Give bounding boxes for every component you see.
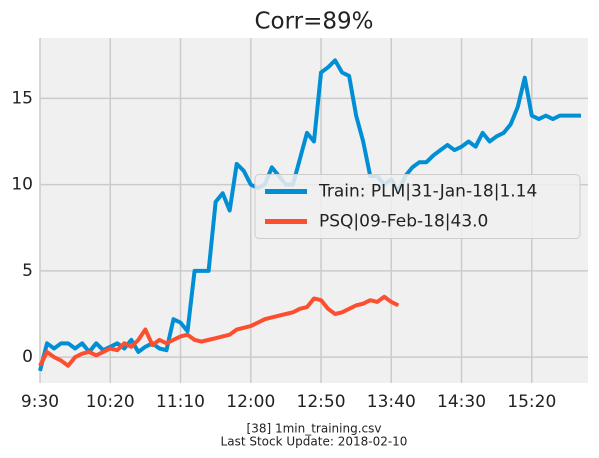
x-tick-label: 12:50 (297, 392, 346, 412)
footnote: [38] 1min_training.csv (247, 422, 382, 436)
x-tick-label: 10:20 (86, 392, 135, 412)
legend-label: Train: PLM|31-Jan-18|1.14 (318, 182, 537, 202)
x-tick-label: 12:00 (226, 392, 275, 412)
chart-title: Corr=89% (254, 9, 373, 35)
footnote: Last Stock Update: 2018-02-10 (221, 435, 408, 449)
x-tick-label: 14:30 (437, 392, 486, 412)
y-tick-label: 15 (11, 88, 33, 108)
x-tick-label: 13:40 (367, 392, 416, 412)
x-tick-label: 9:30 (21, 392, 59, 412)
series-line (38, 58, 581, 372)
legend-label: PSQ|09-Feb-18|43.0 (319, 212, 488, 232)
y-tick-label: 0 (22, 347, 33, 367)
y-tick-label: 5 (22, 261, 33, 281)
x-tick-label: 15:20 (507, 392, 556, 412)
series-line (38, 294, 400, 368)
x-tick-label: 11:10 (156, 392, 205, 412)
legend-box (254, 174, 581, 239)
y-tick-label: 10 (11, 175, 33, 195)
